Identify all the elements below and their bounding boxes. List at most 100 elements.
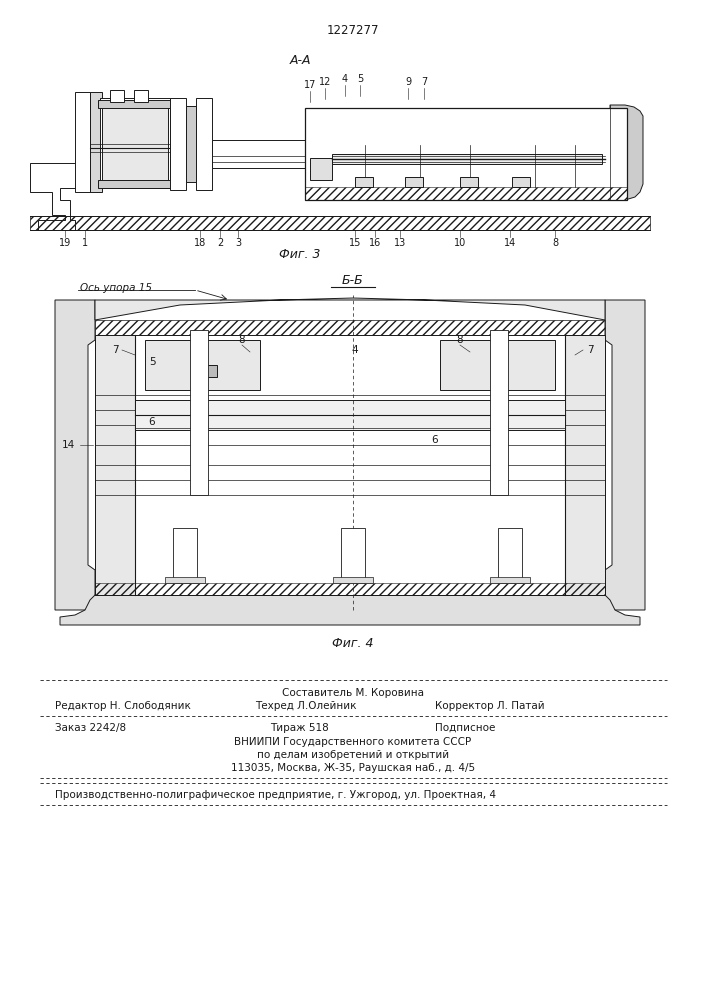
Bar (460, 177, 478, 187)
Circle shape (505, 511, 515, 521)
Text: 113035, Москва, Ж-35, Раушская наб., д. 4/5: 113035, Москва, Ж-35, Раушская наб., д. … (231, 763, 475, 773)
Text: 10: 10 (454, 238, 466, 248)
Text: 8: 8 (239, 335, 245, 345)
Bar (405, 177, 423, 187)
Text: 3: 3 (235, 238, 241, 248)
Text: 1: 1 (82, 238, 88, 248)
Circle shape (318, 166, 324, 172)
Text: 4: 4 (342, 74, 348, 84)
Bar (355, 177, 373, 187)
Bar (95, 335, 605, 595)
Bar (173, 528, 197, 583)
Bar (95, 335, 135, 595)
Bar (207, 365, 217, 377)
Bar (212, 140, 310, 168)
Bar (498, 528, 522, 583)
Text: 12: 12 (319, 77, 331, 87)
Text: Производственно-полиграфическое предприятие, г. Ужгород, ул. Проектная, 4: Производственно-полиграфическое предприя… (55, 790, 496, 800)
Bar (90, 92, 102, 192)
Text: 17: 17 (304, 80, 316, 90)
Text: 18: 18 (194, 238, 206, 248)
Polygon shape (605, 300, 645, 610)
Text: Тираж 518: Тираж 518 (270, 723, 329, 733)
Bar (186, 106, 196, 182)
Text: 7: 7 (587, 345, 593, 355)
Bar (190, 330, 208, 495)
Bar (490, 577, 530, 583)
Text: Техред Л.Олейник: Техред Л.Олейник (255, 701, 356, 711)
Text: Составитель М. Коровина: Составитель М. Коровина (282, 688, 424, 698)
Text: 13: 13 (394, 238, 406, 248)
Bar (98, 180, 172, 188)
Bar (333, 577, 373, 583)
Text: 19: 19 (59, 238, 71, 248)
Polygon shape (55, 300, 95, 610)
Bar (102, 106, 168, 180)
Text: Фиг. 3: Фиг. 3 (279, 248, 321, 261)
Bar (30, 216, 650, 230)
Bar (310, 158, 332, 180)
Bar (100, 98, 170, 188)
Text: А-А: А-А (289, 53, 311, 66)
Circle shape (214, 359, 226, 371)
Bar (170, 98, 186, 190)
Text: Фиг. 4: Фиг. 4 (332, 637, 374, 650)
Polygon shape (95, 298, 605, 320)
Circle shape (314, 162, 328, 176)
Bar (332, 154, 602, 164)
Text: 6: 6 (432, 435, 438, 445)
Text: 7: 7 (421, 77, 427, 87)
Polygon shape (610, 105, 643, 200)
Text: 6: 6 (148, 417, 156, 427)
Circle shape (348, 511, 358, 521)
Bar (95, 583, 605, 595)
Circle shape (339, 502, 367, 530)
Text: 15: 15 (349, 238, 361, 248)
Circle shape (452, 156, 458, 162)
Bar (440, 340, 555, 390)
Bar (490, 330, 508, 495)
Text: Б-Б: Б-Б (342, 273, 364, 286)
Text: 2: 2 (217, 238, 223, 248)
Text: Ось упора 15: Ось упора 15 (80, 283, 152, 293)
Text: 9: 9 (405, 77, 411, 87)
Bar (135, 400, 565, 430)
Text: 7: 7 (112, 345, 118, 355)
Circle shape (206, 351, 234, 379)
Bar (196, 98, 212, 190)
Text: Редактор Н. Слободяник: Редактор Н. Слободяник (55, 701, 191, 711)
Bar (98, 100, 172, 108)
Bar (341, 528, 365, 583)
Circle shape (496, 502, 524, 530)
Bar (512, 177, 530, 187)
Bar (165, 577, 205, 583)
Bar (110, 90, 124, 102)
Polygon shape (30, 163, 80, 230)
Text: 14: 14 (504, 238, 516, 248)
Circle shape (476, 351, 504, 379)
Bar (134, 90, 148, 102)
Circle shape (564, 156, 570, 162)
Bar (75, 92, 90, 192)
Bar (565, 335, 605, 595)
Text: по делам изобретений и открытий: по делам изобретений и открытий (257, 750, 449, 760)
Circle shape (484, 359, 496, 371)
Polygon shape (60, 595, 640, 625)
Bar (305, 108, 627, 200)
Text: 5: 5 (357, 74, 363, 84)
Text: Заказ 2242/8: Заказ 2242/8 (55, 723, 126, 733)
Bar (145, 340, 260, 390)
Text: 5: 5 (148, 357, 156, 367)
Text: 16: 16 (369, 238, 381, 248)
Circle shape (180, 511, 190, 521)
Bar (305, 187, 627, 200)
Circle shape (447, 151, 463, 167)
Text: 8: 8 (552, 238, 558, 248)
Text: 4: 4 (351, 345, 358, 355)
Text: ВНИИПИ Государственного комитета СССР: ВНИИПИ Государственного комитета СССР (235, 737, 472, 747)
Bar (195, 365, 207, 377)
Text: Корректор Л. Патай: Корректор Л. Патай (435, 701, 544, 711)
Text: 8: 8 (457, 335, 463, 345)
Circle shape (559, 151, 575, 167)
Circle shape (171, 502, 199, 530)
